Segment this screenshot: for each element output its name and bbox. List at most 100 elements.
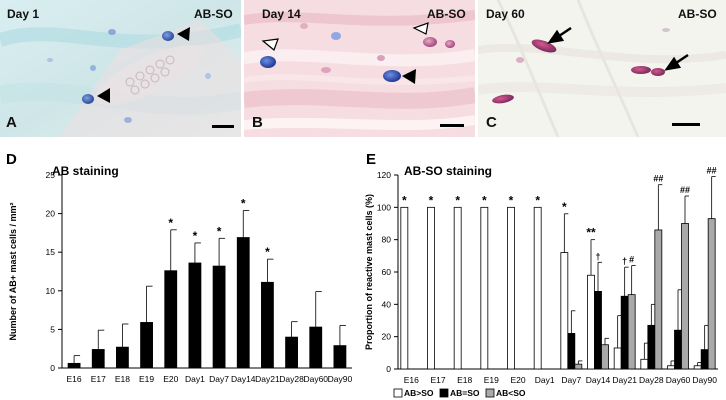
x-tick-label: E19	[139, 374, 154, 384]
y-tick-label: 10	[46, 286, 56, 296]
y-tick-label: 20	[46, 209, 56, 219]
x-tick-label: Day21	[612, 375, 637, 385]
significance-label: *	[562, 200, 567, 214]
panel-letter: C	[486, 114, 497, 131]
y-tick-label: 60	[382, 267, 392, 277]
x-tick-label: Day28	[639, 375, 664, 385]
scale-bar	[672, 123, 700, 126]
open-arrowhead-icon	[261, 38, 279, 52]
y-tick-label: 0	[50, 363, 55, 373]
significance-label: *	[168, 216, 173, 230]
panel-letter: D	[6, 151, 17, 168]
chart-title: AB staining	[52, 164, 119, 178]
y-tick-label: 5	[50, 324, 55, 334]
micrograph-day-label: Day 1	[7, 7, 40, 21]
significance-label: ##	[707, 166, 717, 176]
x-tick-label: Day28	[279, 374, 304, 384]
bar	[681, 223, 689, 370]
bar	[567, 333, 576, 370]
bar	[507, 206, 515, 370]
x-tick-label: Day1	[535, 375, 555, 385]
bar	[667, 365, 675, 370]
micrograph-stain-label: AB-SO	[194, 7, 233, 21]
bar	[212, 265, 226, 369]
y-tick-label: 0	[386, 364, 391, 374]
bar	[67, 362, 81, 369]
bar	[574, 363, 583, 370]
significance-label: †	[595, 251, 600, 261]
bar	[285, 336, 298, 369]
arrowhead-icon	[97, 88, 110, 103]
bar	[674, 329, 682, 370]
legend-swatch	[393, 388, 403, 398]
x-tick-label: Day14	[586, 375, 611, 385]
x-tick-label: Day90	[692, 375, 717, 385]
bar	[640, 358, 649, 370]
bar	[594, 290, 602, 370]
x-tick-label: E16	[404, 375, 419, 385]
significance-label: *	[509, 193, 514, 207]
significance-label: *	[535, 193, 540, 207]
bar	[480, 206, 489, 370]
x-tick-label: Day14	[231, 374, 256, 384]
bar	[533, 206, 542, 370]
x-tick-label: Day60	[666, 375, 691, 385]
y-tick-label: 20	[382, 332, 392, 342]
panel-letter: A	[6, 114, 17, 131]
micrograph-a: Day 1 AB-SO A	[0, 0, 241, 137]
x-tick-label: Day7	[561, 375, 581, 385]
y-tick-label: 100	[377, 202, 391, 212]
bar	[627, 294, 636, 370]
micrograph-day-label: Day 60	[486, 7, 525, 21]
micrograph-b-image	[244, 0, 475, 137]
significance-label: ##	[680, 185, 690, 195]
x-tick-label: E19	[484, 375, 499, 385]
bar	[620, 295, 629, 370]
x-tick-label: E17	[91, 374, 106, 384]
legend-swatch	[439, 388, 449, 398]
bar	[427, 206, 435, 370]
bar	[116, 346, 129, 369]
bar	[613, 347, 622, 370]
bar	[333, 345, 347, 369]
arrowhead-icon	[177, 27, 190, 41]
significance-label: *	[217, 224, 222, 238]
y-tick-label: 25	[46, 170, 56, 180]
x-tick-label: E16	[67, 374, 82, 384]
scale-bar	[212, 125, 234, 128]
legend-label: AB>SO	[404, 388, 434, 398]
scale-bar	[440, 124, 464, 127]
legend-swatch	[485, 388, 495, 398]
x-tick-label: E20	[510, 375, 525, 385]
micrograph-b: Day 14 AB-SO B	[244, 0, 475, 137]
open-arrowhead-icon	[412, 22, 429, 35]
bar	[236, 237, 250, 369]
x-tick-label: E20	[163, 374, 178, 384]
bar	[587, 274, 595, 370]
bar	[140, 322, 153, 369]
y-tick-label: 40	[382, 299, 392, 309]
significance-label: *	[429, 193, 434, 207]
bar	[91, 349, 105, 369]
x-tick-label: Day1	[185, 374, 205, 384]
bar	[647, 324, 656, 370]
significance-label: #	[629, 255, 634, 265]
x-tick-label: E17	[430, 375, 445, 385]
bar	[707, 218, 716, 370]
bar	[164, 270, 178, 369]
x-tick-label: Day60	[303, 374, 328, 384]
micrograph-day-label: Day 14	[262, 7, 301, 21]
panel-letter: B	[252, 114, 263, 131]
bar	[309, 326, 323, 369]
bar	[261, 281, 274, 369]
significance-label: *	[193, 229, 198, 243]
chart-ab-so-staining: E AB-SO staining 0 20 40 60 80 100 120 Proportion…	[364, 151, 718, 398]
bar	[560, 252, 569, 370]
panel-letter: E	[366, 151, 376, 168]
x-tick-label: E18	[457, 375, 472, 385]
significance-label: *	[482, 193, 487, 207]
bar	[693, 365, 702, 370]
bar	[700, 349, 709, 370]
significance-label: ##	[653, 174, 663, 184]
significance-label: †	[622, 256, 627, 266]
